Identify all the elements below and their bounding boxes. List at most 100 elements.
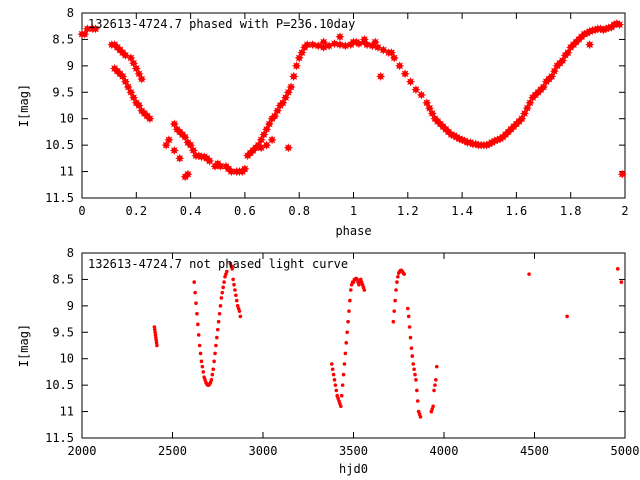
data-point: [341, 372, 346, 377]
data-point: [345, 330, 349, 335]
data-point: [154, 341, 159, 345]
data-point: [215, 335, 219, 340]
data-point: [272, 106, 283, 116]
y-tick-label: 8: [67, 6, 74, 20]
unphased-light-curve-panel: 2000 2500 3000 3500 4000 4500 5000 8 8.5 9 9.5 10 10…: [17, 246, 639, 476]
data-point: [411, 85, 421, 95]
data-point: [410, 354, 415, 358]
data-point: [331, 372, 336, 377]
y-tick-label: 11: [60, 405, 74, 419]
data-point: [153, 330, 157, 335]
data-point: [215, 161, 226, 171]
data-point: [82, 24, 92, 34]
data-point: [126, 53, 136, 63]
data-point: [213, 351, 217, 356]
data-point: [161, 140, 171, 150]
y-tick-label: 9: [67, 59, 74, 73]
data-point: [270, 111, 280, 121]
x-tick-label: 4500: [520, 444, 549, 458]
data-point: [396, 274, 400, 279]
data-point: [391, 319, 396, 324]
data-point: [517, 114, 527, 124]
data-point: [222, 280, 226, 284]
data-point: [214, 343, 218, 348]
data-point: [286, 82, 296, 92]
data-point: [414, 378, 418, 382]
data-point: [91, 24, 101, 34]
data-point: [565, 314, 569, 319]
y-tick-label: 11: [60, 165, 74, 179]
data-point: [169, 119, 179, 129]
data-point: [297, 48, 307, 58]
data-point: [118, 71, 128, 81]
x-tick-label: 2000: [68, 444, 97, 458]
x-tick-label: 2: [621, 204, 628, 218]
data-point: [409, 346, 414, 350]
data-point: [294, 53, 304, 63]
data-point: [198, 351, 203, 356]
data-point: [558, 56, 568, 66]
data-point: [415, 388, 419, 393]
x-tick-label: 1.2: [397, 204, 419, 218]
data-point: [302, 40, 312, 50]
data-point: [406, 314, 411, 319]
data-point: [196, 333, 201, 337]
data-point: [196, 322, 200, 327]
data-point: [267, 135, 277, 145]
data-point: [418, 415, 423, 419]
data-point: [232, 167, 242, 177]
data-point: [394, 288, 398, 292]
data-point: [362, 40, 372, 50]
data-point: [134, 100, 144, 111]
plot-title: 132613-4724.7 phased with P=236.10day: [88, 17, 355, 31]
data-point: [585, 40, 595, 50]
data-point: [231, 277, 235, 282]
data-point: [431, 404, 435, 409]
data-point: [329, 362, 334, 366]
x-tick-label: 0: [78, 204, 85, 218]
data-point: [395, 61, 405, 71]
x-axis-label: phase: [335, 224, 371, 238]
data-point: [411, 362, 416, 366]
x-tick-label: 0.8: [288, 204, 310, 218]
data-point: [211, 367, 216, 372]
x-tick-label: 3000: [249, 444, 278, 458]
data-points: [152, 261, 624, 419]
data-point: [154, 338, 159, 343]
data-point: [549, 66, 559, 76]
x-tick-label: 1.4: [451, 204, 473, 218]
data-point: [183, 169, 193, 179]
data-point: [195, 311, 199, 316]
data-point: [563, 48, 573, 58]
y-tick-label: 8.5: [52, 32, 74, 46]
data-point: [155, 343, 159, 348]
data-point: [415, 399, 420, 403]
data-point: [169, 145, 179, 155]
x-tick-label: 5000: [611, 444, 640, 458]
data-point: [238, 314, 243, 319]
y-tick-label: 8.5: [52, 272, 74, 286]
y-tick-label: 9: [67, 299, 74, 313]
data-point: [434, 378, 438, 382]
data-point: [538, 82, 549, 92]
x-tick-label: 1: [350, 204, 357, 218]
data-point: [346, 319, 350, 324]
data-point: [194, 301, 198, 306]
data-point: [308, 40, 318, 50]
data-point: [131, 63, 141, 74]
data-point: [281, 93, 291, 103]
data-point: [519, 108, 530, 118]
data-point: [232, 282, 236, 287]
data-point: [402, 272, 406, 276]
data-point: [217, 311, 222, 316]
data-point: [230, 267, 235, 271]
data-point: [347, 309, 351, 313]
data-point: [212, 359, 216, 364]
data-point: [359, 34, 369, 44]
data-point: [199, 359, 204, 364]
y-axis-label: I[mag]: [17, 324, 31, 367]
data-point: [120, 50, 131, 60]
data-point: [354, 39, 364, 49]
data-point: [393, 298, 397, 303]
data-point: [186, 140, 196, 150]
